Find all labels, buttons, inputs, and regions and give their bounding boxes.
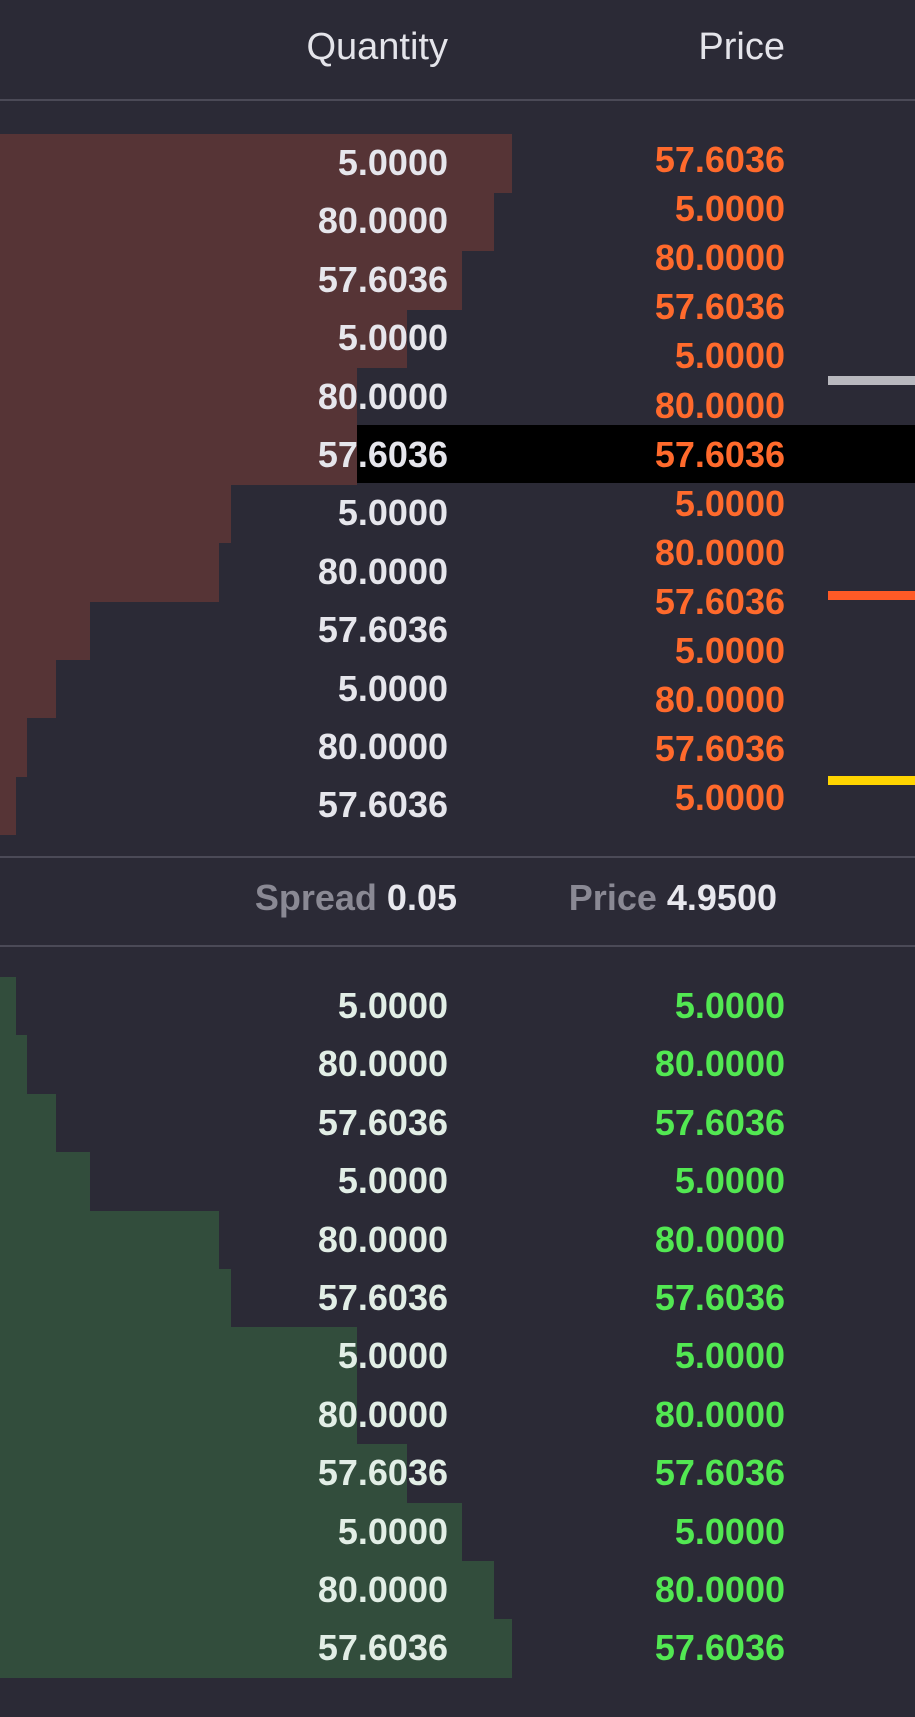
ask-depth-bar	[0, 367, 357, 427]
bid-depth-bar	[0, 1035, 27, 1095]
bid-depth-bar	[0, 1152, 90, 1212]
ask-quantity[interactable]: 5.0000	[337, 492, 448, 534]
ask-quantity[interactable]: 80.0000	[317, 550, 448, 592]
ask-price[interactable]: 57.6036	[654, 433, 785, 475]
bid-quantity[interactable]: 57.6036	[317, 1277, 448, 1318]
ask-price[interactable]: 80.0000	[654, 531, 785, 573]
bid-quantity[interactable]: 80.0000	[317, 1569, 448, 1610]
ask-depth-bar	[0, 484, 231, 544]
quantity-column-header: Quantity	[306, 26, 448, 68]
ask-price[interactable]: 5.0000	[674, 335, 785, 377]
gray-marker	[828, 376, 915, 385]
bid-depth-bar	[0, 1561, 494, 1620]
ask-depth-bar	[0, 192, 494, 252]
ask-price[interactable]: 57.6036	[654, 139, 785, 180]
bid-price[interactable]: 57.6036	[654, 1277, 785, 1318]
bid-quantity[interactable]: 80.0000	[317, 1218, 448, 1260]
ask-price[interactable]: 5.0000	[674, 188, 785, 230]
ask-quantity[interactable]: 5.0000	[337, 317, 448, 359]
ask-depth-bar	[0, 134, 512, 193]
ask-price[interactable]: 57.6036	[654, 580, 785, 622]
ask-quantity[interactable]: 5.0000	[337, 667, 448, 709]
ask-quantity[interactable]: 57.6036	[317, 434, 448, 475]
bid-depth-bar	[0, 1327, 357, 1387]
bid-price[interactable]: 57.6036	[654, 1452, 785, 1494]
bid-price[interactable]: 80.0000	[654, 1393, 785, 1435]
bid-price[interactable]: 80.0000	[654, 1043, 785, 1085]
bid-price[interactable]: 5.0000	[674, 985, 785, 1026]
bid-price[interactable]: 80.0000	[654, 1569, 785, 1610]
ask-price[interactable]: 5.0000	[674, 777, 785, 819]
ask-depth-bar	[0, 659, 56, 719]
ask-depth-bar	[0, 718, 27, 777]
price-column-header: Price	[698, 26, 785, 68]
ask-price[interactable]: 80.0000	[654, 384, 785, 426]
bid-price[interactable]: 5.0000	[674, 1510, 785, 1552]
ask-depth-bar	[0, 426, 357, 485]
bid-quantity[interactable]: 5.0000	[337, 985, 448, 1026]
yellow-marker	[828, 776, 915, 785]
mid-price-label: Price	[568, 877, 657, 918]
bid-depth-bar	[0, 1269, 231, 1328]
bid-price[interactable]: 57.6036	[654, 1101, 785, 1143]
bid-depth-bar	[0, 1385, 357, 1445]
ask-quantity[interactable]: 57.6036	[317, 609, 448, 651]
bid-price[interactable]: 80.0000	[654, 1218, 785, 1260]
bid-depth-bar	[0, 1444, 407, 1504]
bid-quantity[interactable]: 80.0000	[317, 1043, 448, 1085]
bid-depth-bar	[0, 1210, 219, 1270]
ask-price[interactable]: 80.0000	[654, 679, 785, 721]
ask-quantity[interactable]: 80.0000	[317, 375, 448, 417]
spread-bottom-divider	[0, 945, 915, 947]
bid-quantity[interactable]: 57.6036	[317, 1627, 448, 1669]
spread-row: Spread 0.05 Price 4.9500	[0, 880, 915, 920]
ask-price[interactable]: 80.0000	[654, 237, 785, 279]
bid-quantity[interactable]: 57.6036	[317, 1101, 448, 1143]
ask-price[interactable]: 57.6036	[654, 728, 785, 770]
bid-price[interactable]: 5.0000	[674, 1335, 785, 1377]
ask-price[interactable]: 5.0000	[674, 482, 785, 524]
spread-label: Spread	[254, 877, 377, 918]
ask-depth-bar	[0, 601, 90, 661]
ask-depth-bar	[0, 250, 462, 310]
bid-depth-bar	[0, 1093, 56, 1153]
ask-quantity[interactable]: 57.6036	[317, 258, 448, 300]
bid-quantity[interactable]: 80.0000	[317, 1393, 448, 1435]
spread-info: Spread 0.05	[255, 880, 457, 916]
bid-price[interactable]: 5.0000	[674, 1160, 785, 1202]
ask-depth-bar	[0, 542, 219, 602]
header-divider	[0, 99, 915, 101]
bid-depth-bar	[0, 977, 16, 1036]
bid-depth-bar	[0, 1502, 462, 1562]
order-book-header: Quantity Price	[0, 0, 915, 100]
orange-marker	[828, 591, 915, 600]
mid-price-value: 4.9500	[666, 877, 777, 918]
bid-depth-bar	[0, 1619, 512, 1679]
bid-quantity[interactable]: 57.6036	[317, 1452, 448, 1494]
ask-price[interactable]: 5.0000	[674, 630, 785, 671]
mid-price-info: Price 4.9500	[569, 880, 777, 916]
ask-quantity[interactable]: 5.0000	[337, 142, 448, 183]
spread-value: 0.05	[386, 877, 457, 918]
bid-quantity[interactable]: 5.0000	[337, 1510, 448, 1552]
ask-quantity[interactable]: 57.6036	[317, 784, 448, 826]
bid-price[interactable]: 57.6036	[654, 1627, 785, 1669]
ask-quantity[interactable]: 80.0000	[317, 726, 448, 767]
ask-price[interactable]: 57.6036	[654, 286, 785, 328]
bid-quantity[interactable]: 5.0000	[337, 1160, 448, 1202]
spread-top-divider	[0, 856, 915, 858]
ask-quantity[interactable]: 80.0000	[317, 200, 448, 242]
ask-depth-bar	[0, 309, 407, 369]
bid-quantity[interactable]: 5.0000	[337, 1335, 448, 1377]
ask-depth-bar	[0, 776, 16, 836]
